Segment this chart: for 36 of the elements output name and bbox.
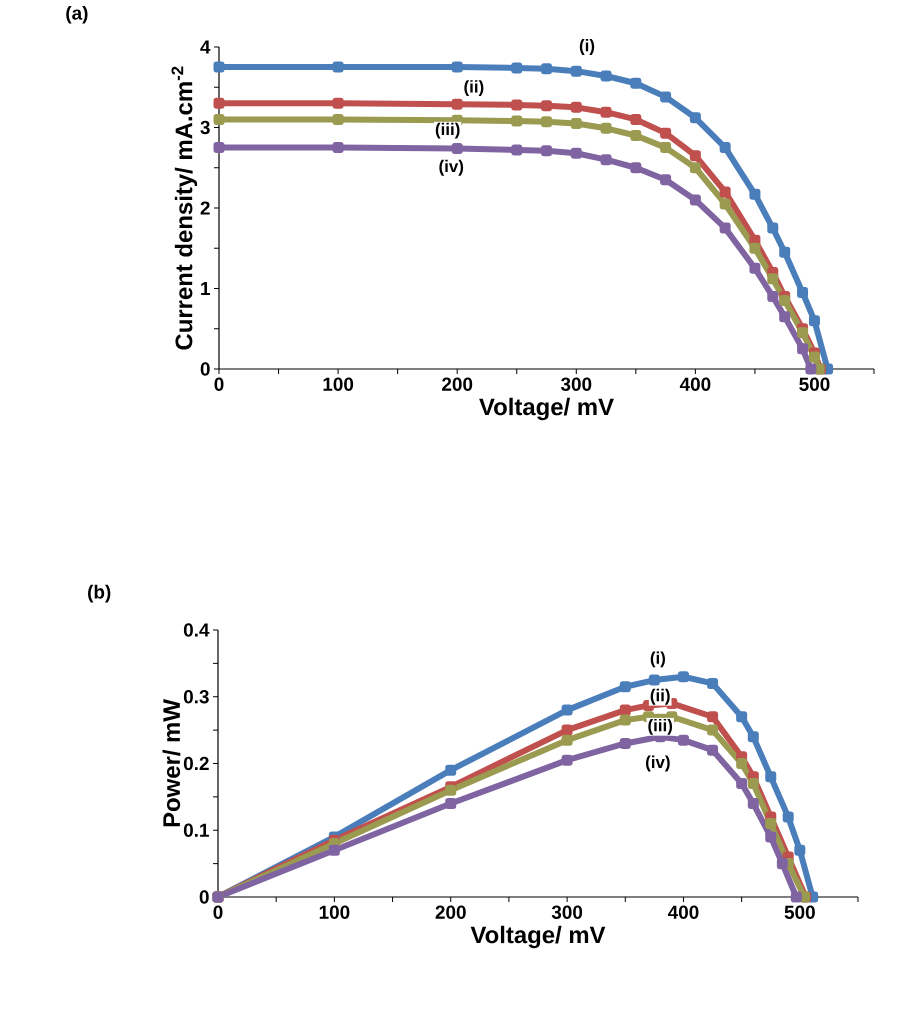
y-tick-label: 0.2 [183, 756, 209, 771]
y-tick-label: 0.1 [183, 823, 209, 837]
y-axis-title: Power/ mW [162, 699, 181, 827]
x-tick-label: 300 [560, 377, 592, 391]
annotation: (i) [579, 39, 595, 55]
y-axis-title: Current density/ mA.cm$^{-2}$ [171, 66, 198, 350]
annotation: (iv) [646, 755, 670, 772]
annotation: (ii) [464, 80, 484, 96]
y-tick-label: 0.4 [183, 623, 210, 637]
annotation: (iv) [439, 159, 464, 176]
x-axis-title: Voltage/ mV [470, 925, 606, 949]
y-tick-label: 0.3 [183, 690, 209, 704]
annotation: (iii) [435, 122, 460, 139]
chart-title: (a) [66, 5, 88, 24]
chart-title: (b) [88, 584, 111, 603]
x-tick-label: 400 [679, 377, 711, 391]
x-tick-label: 100 [323, 377, 354, 391]
x-tick-label: 500 [799, 377, 830, 391]
annotation: (ii) [650, 688, 670, 705]
annotation: (i) [650, 651, 666, 668]
y-tick-label: 1 [201, 281, 210, 295]
y-tick-label: 4 [200, 40, 211, 54]
x-tick-label: 100 [319, 905, 350, 919]
y-tick-label: 3 [200, 120, 210, 135]
x-tick-label: 200 [442, 377, 473, 391]
x-axis-title: Voltage/ mV [479, 397, 614, 421]
x-tick-label: 300 [551, 905, 583, 919]
x-tick-label: 400 [667, 905, 699, 919]
y-tick-label: 0 [199, 890, 209, 904]
y-tick-label: 0 [200, 362, 210, 376]
x-tick-label: 0 [213, 905, 223, 919]
x-tick-label: 0 [214, 377, 224, 391]
x-tick-label: 200 [435, 905, 466, 919]
x-tick-label: 500 [784, 905, 815, 919]
y-tick-label: 2 [200, 201, 210, 215]
annotation: (iii) [648, 718, 673, 735]
